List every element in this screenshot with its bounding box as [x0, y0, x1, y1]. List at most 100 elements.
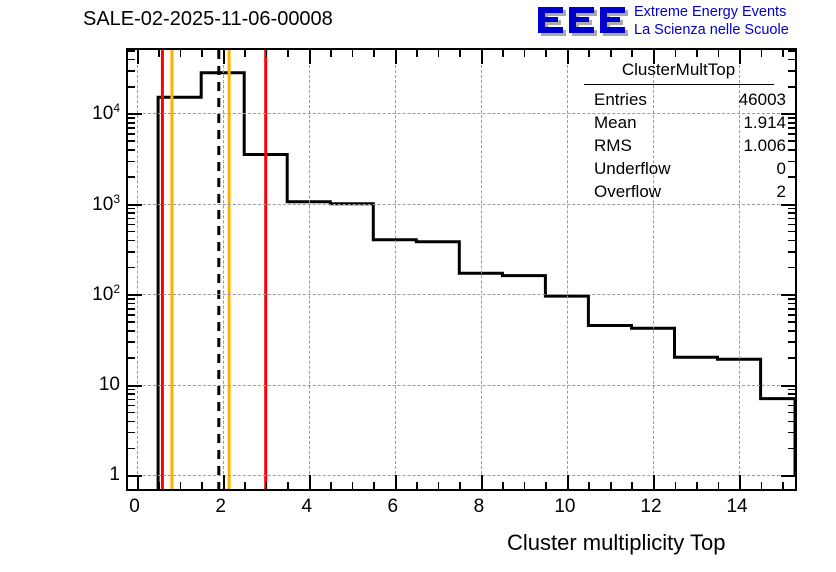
- axis-tick: [788, 321, 795, 323]
- axis-tick: [128, 223, 135, 226]
- gridline-vertical: [394, 50, 396, 489]
- axis-tick: [244, 482, 246, 489]
- axis-tick: [788, 127, 795, 129]
- axis-tick: [416, 482, 418, 489]
- axis-tick: [480, 50, 483, 64]
- axis-tick: [781, 203, 795, 206]
- stats-title: ClusterMultTop: [621, 60, 736, 79]
- axis-tick: [788, 239, 795, 242]
- axis-tick: [788, 431, 795, 434]
- axis-tick: [437, 482, 440, 489]
- axis-tick: [788, 308, 795, 310]
- axis-tick: [788, 411, 795, 414]
- stats-key: RMS: [594, 136, 632, 155]
- axis-tick: [128, 149, 135, 151]
- statistics-box: ClusterMultTop Entries 46003 Mean 1.914 RMS 1…: [566, 60, 791, 205]
- axis-tick: [128, 50, 135, 52]
- axis-tick: [788, 176, 795, 179]
- axis-tick: [545, 482, 547, 489]
- axis-tick: [128, 474, 142, 477]
- axis-tick: [351, 482, 354, 489]
- axis-tick: [502, 482, 504, 489]
- stats-key: Overflow: [594, 182, 662, 201]
- axis-tick: [394, 50, 397, 64]
- axis-tick: [128, 411, 135, 414]
- axis-tick: [437, 50, 440, 57]
- axis-tick: [502, 50, 504, 57]
- axis-tick: [128, 330, 135, 332]
- axis-tick: [222, 50, 225, 64]
- stats-row: Mean 1.914: [576, 113, 786, 135]
- axis-tick: [244, 50, 246, 57]
- eee-mark-icon: [538, 7, 628, 36]
- axis-tick: [136, 50, 139, 64]
- axis-tick: [523, 482, 526, 489]
- axis-tick: [788, 70, 795, 72]
- gridline-horizontal: [128, 203, 795, 205]
- x-tick-label: 12: [640, 496, 662, 517]
- axis-tick: [308, 475, 311, 489]
- axis-tick: [330, 482, 332, 489]
- axis-tick: [128, 420, 135, 423]
- histogram-curve: [156, 50, 795, 489]
- gridline-horizontal: [128, 384, 795, 386]
- axis-tick: [128, 207, 135, 210]
- axis-tick: [696, 482, 698, 489]
- axis-tick: [128, 217, 135, 220]
- axis-tick: [128, 117, 135, 119]
- axis-tick: [609, 482, 612, 489]
- axis-tick: [788, 50, 795, 52]
- stats-value: 46003: [738, 90, 786, 109]
- axis-tick: [788, 314, 795, 316]
- y-tick-label: 102: [92, 281, 120, 306]
- axis-tick: [652, 475, 655, 489]
- axis-tick: [739, 475, 742, 489]
- axis-tick: [128, 314, 135, 316]
- axis-tick: [128, 393, 135, 395]
- axis-tick: [480, 475, 483, 489]
- axis-tick: [788, 398, 795, 401]
- axis-tick: [128, 121, 135, 124]
- axis-tick: [788, 388, 795, 391]
- plot-area: [128, 50, 795, 489]
- axis-tick: [788, 250, 795, 253]
- axis-tick: [128, 302, 135, 305]
- axis-tick: [788, 217, 795, 220]
- axis-tick: [158, 50, 160, 57]
- axis-tick: [459, 482, 461, 489]
- axis-tick: [128, 70, 135, 72]
- gridline-vertical: [136, 50, 138, 489]
- gridline-horizontal: [128, 113, 795, 115]
- axis-tick: [788, 140, 795, 143]
- axis-tick: [788, 230, 795, 233]
- axis-tick: [128, 58, 135, 61]
- axis-tick: [128, 133, 135, 135]
- gridline-vertical: [739, 50, 741, 489]
- stats-value: 1.914: [743, 113, 786, 132]
- axis-tick: [788, 298, 795, 300]
- stats-divider: [584, 84, 774, 85]
- axis-tick: [308, 50, 311, 64]
- stats-value: 1.006: [743, 136, 786, 155]
- x-tick-label: 0: [129, 496, 140, 517]
- y-tick-label: 10: [98, 373, 120, 395]
- gridline-horizontal: [128, 294, 795, 296]
- axis-tick: [265, 482, 268, 489]
- axis-tick: [781, 113, 795, 116]
- axis-tick: [128, 212, 135, 215]
- axis-tick: [781, 294, 795, 297]
- axis-tick: [782, 482, 784, 489]
- stats-key: Entries: [594, 90, 647, 109]
- axis-tick: [128, 357, 135, 359]
- x-tick-label: 14: [726, 496, 748, 517]
- axis-tick: [201, 482, 203, 489]
- axis-tick: [179, 482, 182, 489]
- axis-tick: [588, 50, 591, 57]
- axis-tick: [128, 294, 142, 297]
- x-tick-label: 10: [554, 496, 576, 517]
- axis-tick: [609, 50, 612, 57]
- axis-tick: [128, 266, 135, 269]
- axis-tick: [128, 127, 135, 129]
- x-axis-labels: 0 2 4 6 8 10 12 14: [126, 496, 797, 526]
- x-tick-label: 4: [301, 496, 313, 517]
